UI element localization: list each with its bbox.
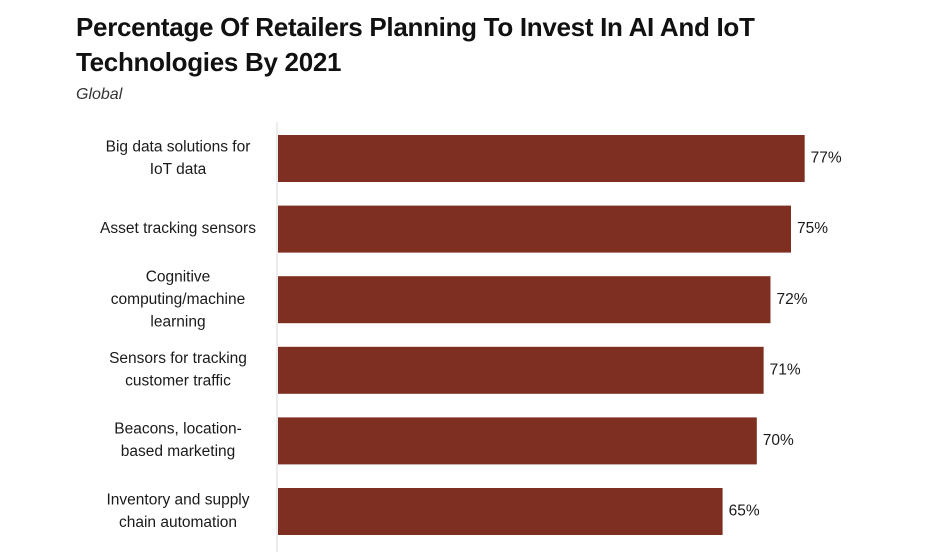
- bars-layer: [278, 135, 805, 535]
- category-label-6: Inventory and supply chain automation: [106, 491, 249, 531]
- category-label-5: Beacons, location-based marketing: [114, 421, 242, 461]
- bar-4: [278, 346, 764, 394]
- category-label-line: Big data solutions for: [106, 138, 251, 155]
- category-label-line: Beacons, location-: [114, 421, 242, 438]
- category-label-4: Sensors for tracking customer traffic: [109, 350, 247, 390]
- bar-6: [278, 488, 723, 535]
- category-label-line: customer traffic: [125, 373, 231, 390]
- category-label-line: Inventory and supply: [106, 491, 249, 508]
- bar-5: [278, 417, 757, 465]
- value-label-1: 77%: [811, 150, 842, 167]
- category-label-line: computing/machine: [111, 291, 245, 308]
- category-label-3: Cognitive computing/machine learning: [111, 268, 245, 330]
- value-label-3: 72%: [776, 291, 807, 308]
- value-label-5: 70%: [763, 432, 794, 449]
- category-label-line: based marketing: [121, 443, 236, 460]
- bar-1: [278, 135, 805, 182]
- chart-title: Percentage Of Retailers Planning To Inve…: [76, 12, 755, 77]
- bar-2: [278, 205, 791, 253]
- bar-3: [278, 276, 771, 324]
- category-label-line: Cognitive: [146, 268, 211, 285]
- labels-layer: 77% Big data solutions for IoT data 75% Asse…: [100, 138, 842, 531]
- category-label-1: Big data solutions for IoT data: [106, 138, 251, 178]
- category-label-line: Sensors for tracking: [109, 350, 247, 367]
- category-label-line: chain automation: [119, 514, 237, 531]
- value-label-6: 65%: [729, 503, 760, 520]
- value-label-4: 71%: [770, 361, 801, 378]
- category-label-line: learning: [150, 313, 205, 330]
- category-label-line: Asset tracking sensors: [100, 220, 256, 237]
- category-label-2: Asset tracking sensors: [100, 220, 256, 237]
- category-label-line: IoT data: [150, 161, 207, 178]
- chart-subtitle: Global: [76, 86, 123, 103]
- value-label-2: 75%: [797, 220, 828, 237]
